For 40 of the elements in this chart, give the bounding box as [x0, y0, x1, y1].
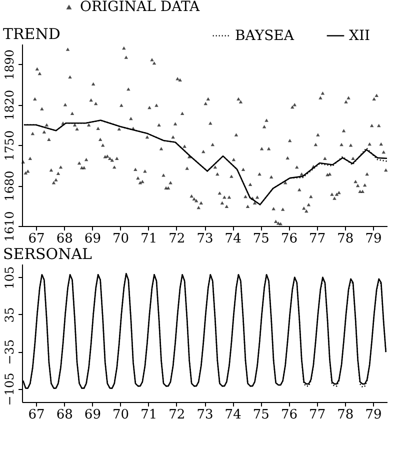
- x-tick-label: 68: [56, 232, 73, 246]
- x-tick-label: 73: [196, 408, 214, 422]
- x-tick-label: 72: [168, 408, 186, 422]
- y-tick-label: 1750: [2, 130, 16, 161]
- x-tick-label: 70: [112, 408, 130, 422]
- y-tick-label: 1680: [2, 170, 16, 202]
- y-tick-label: 105: [2, 266, 16, 290]
- y-tick-label: −35: [2, 339, 16, 365]
- x-tick-label: 69: [84, 408, 101, 422]
- x-tick-label: 69: [84, 232, 101, 246]
- x-tick-label: 79: [365, 232, 382, 246]
- x-tick-label: 73: [196, 232, 214, 246]
- y-tick-label: 1610: [2, 211, 16, 242]
- x-tick-label: 75: [252, 408, 270, 422]
- x-tick-label: 68: [56, 408, 73, 422]
- x-tick-label: 78: [337, 232, 354, 246]
- y-tick-label: −105: [2, 372, 16, 406]
- y-tick-label: 35: [2, 307, 16, 323]
- x-tick-label: 72: [168, 232, 186, 246]
- x-tick-label: 78: [337, 408, 354, 422]
- x-tick-label: 74: [224, 408, 242, 422]
- y-tick-label: 1890: [2, 49, 16, 80]
- x-tick-label: 76: [280, 408, 298, 422]
- legend-label: ORIGINAL DATA: [80, 0, 201, 15]
- x-tick-label: 77: [309, 408, 326, 422]
- y-tick-label: 1820: [2, 90, 16, 120]
- x-tick-label: 79: [365, 408, 382, 422]
- legend-label: BAYSEA: [235, 28, 295, 44]
- x-tick-label: 67: [28, 232, 45, 246]
- x-tick-label: 67: [28, 408, 45, 422]
- x-tick-label: 76: [280, 232, 298, 246]
- x-tick-label: 71: [140, 408, 158, 422]
- x-tick-label: 71: [140, 232, 158, 246]
- chart-title: TREND: [3, 25, 60, 43]
- x-tick-label: 77: [309, 232, 326, 246]
- x-tick-label: 70: [112, 232, 130, 246]
- legend-label: XII: [349, 28, 370, 44]
- x-tick-label: 75: [252, 232, 270, 246]
- chart-title: SERSONAL: [3, 245, 92, 263]
- x-tick-label: 74: [224, 232, 242, 246]
